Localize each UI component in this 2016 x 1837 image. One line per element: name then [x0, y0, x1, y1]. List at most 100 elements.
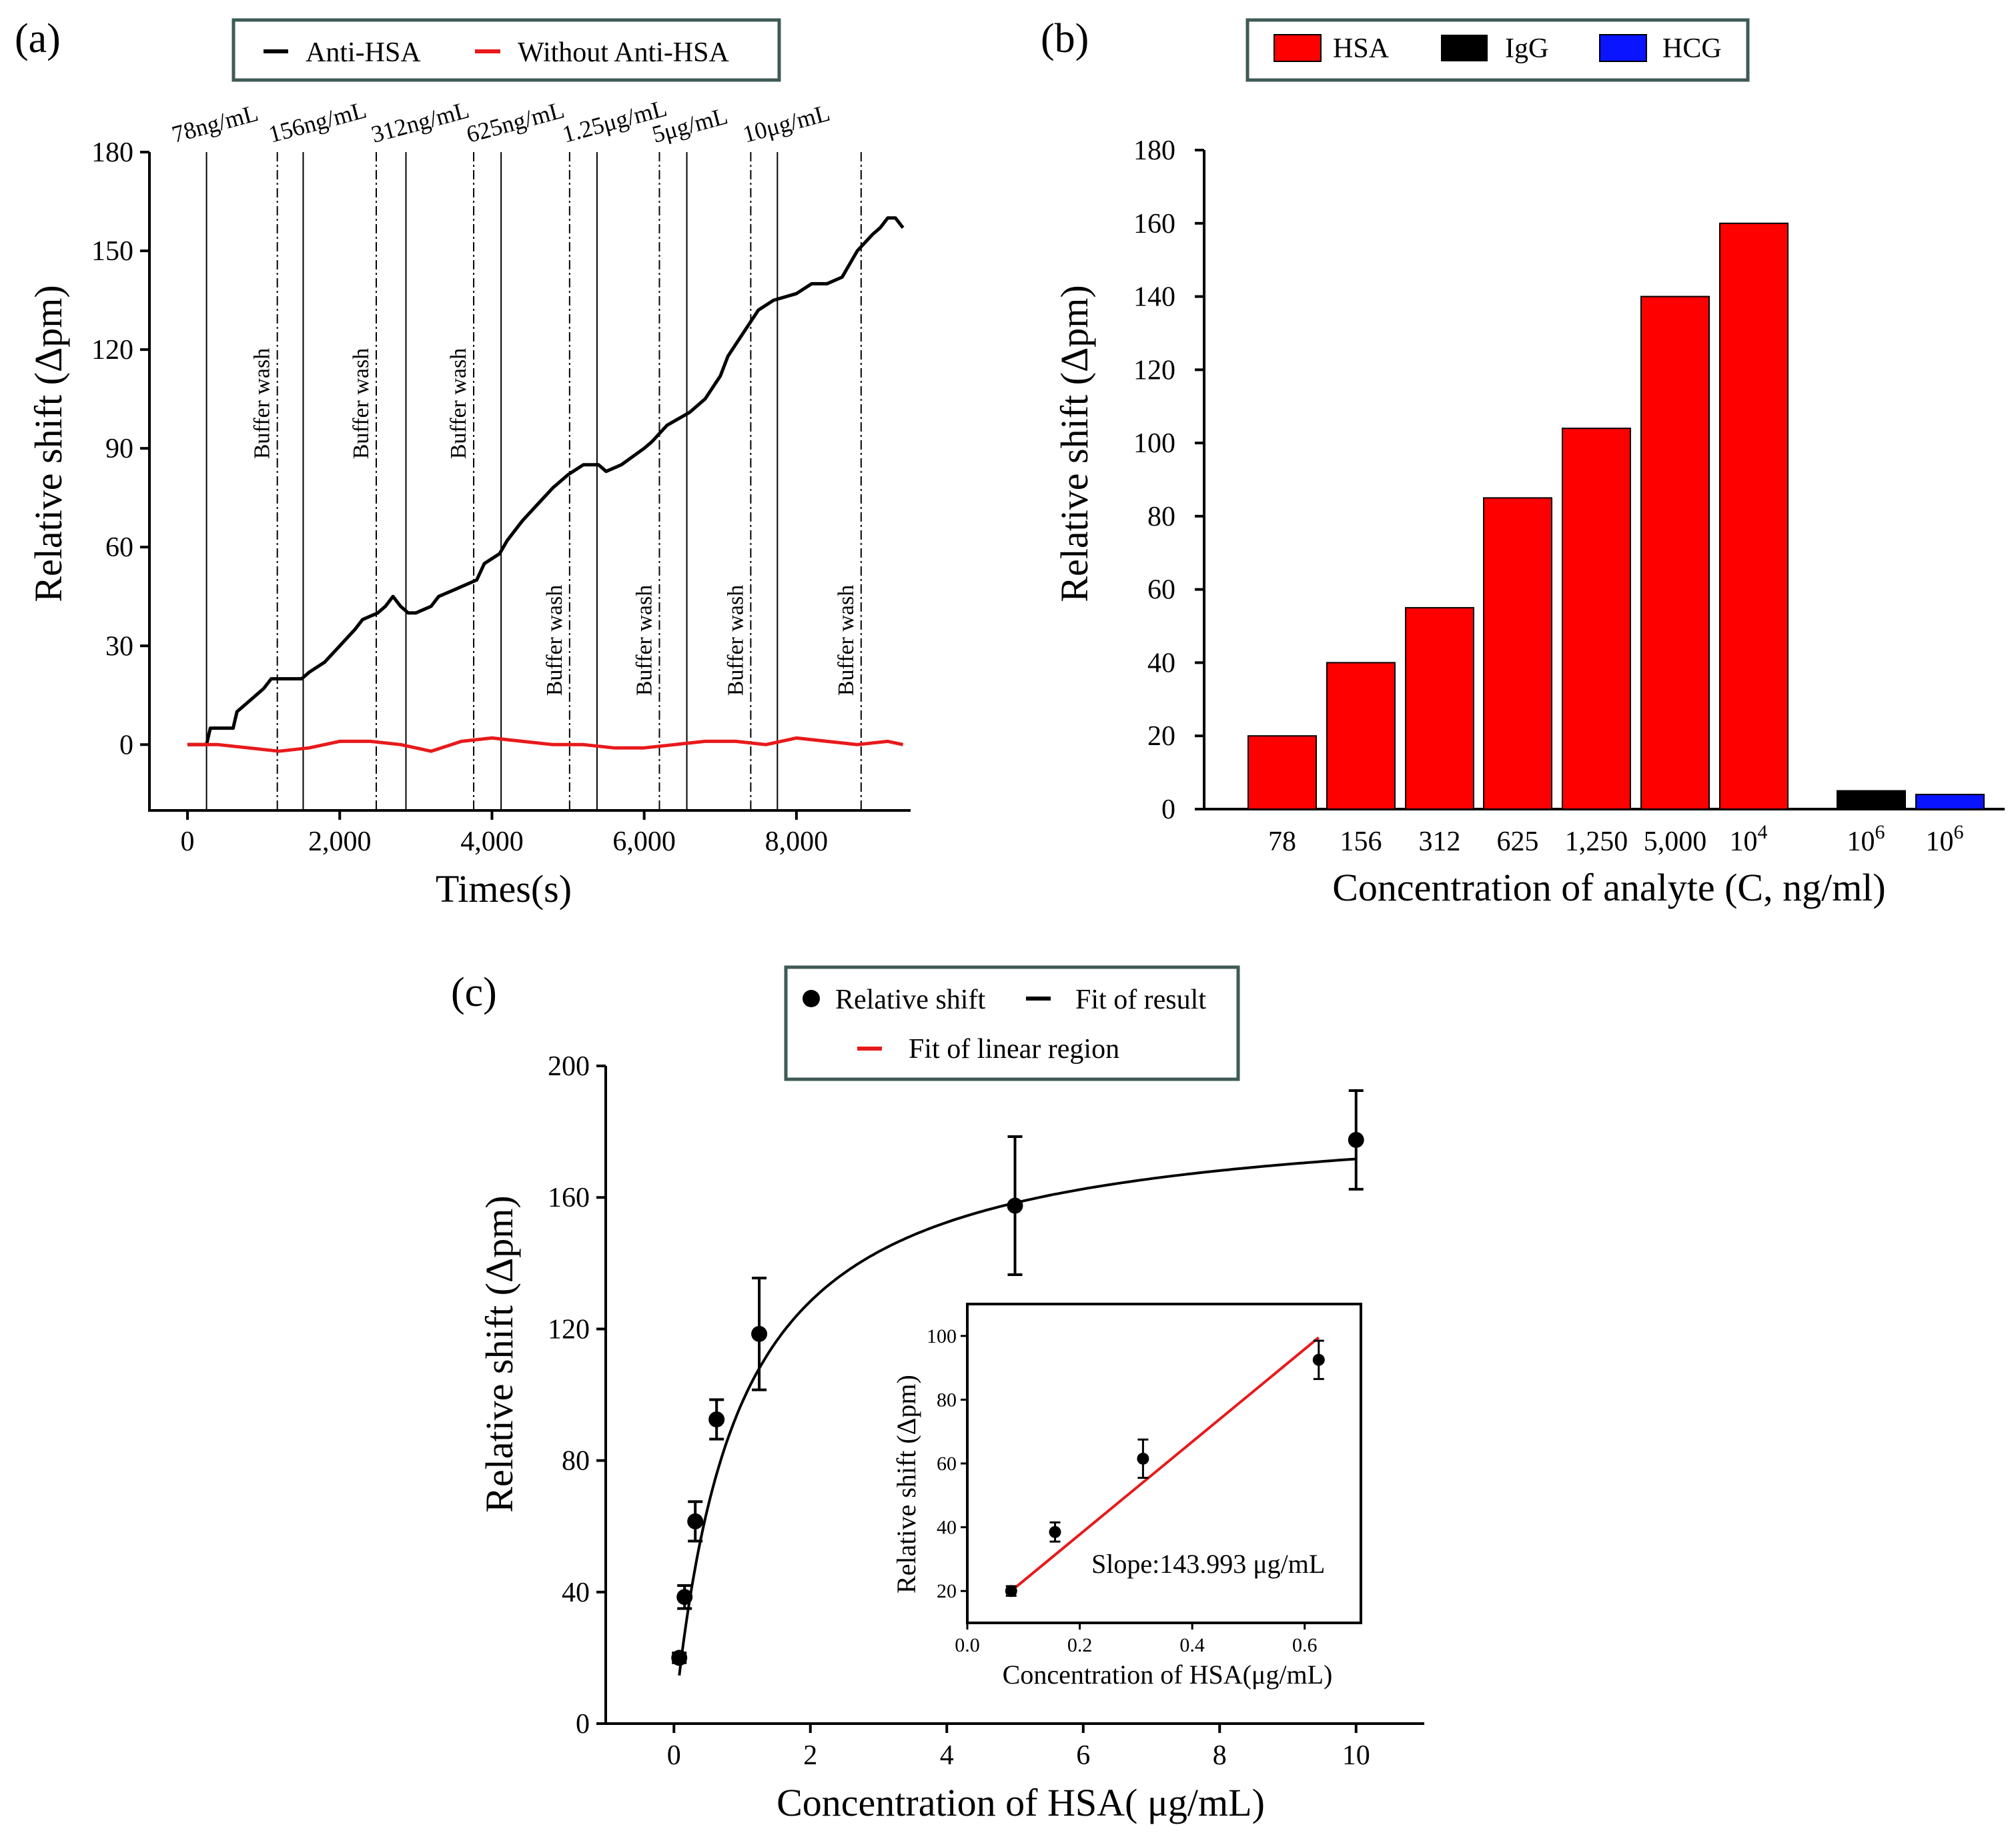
y-tick-label: 120: [1133, 355, 1175, 386]
x-tick-label: 8,000: [765, 826, 829, 857]
y-tick-label: 100: [1133, 428, 1175, 459]
inset-data-point: [1137, 1452, 1149, 1465]
panel-c-x-axis-title: Concentration of HSA( μg/mL): [777, 1781, 1265, 1824]
inset-x-tick-label: 0.0: [955, 1634, 980, 1656]
y-tick-label: 160: [548, 1183, 590, 1213]
x-tick-label: 106: [1847, 821, 1885, 857]
panel-b-y-axis-title: Relative shift (Δpm): [1053, 285, 1096, 602]
y-tick-label: 40: [562, 1578, 590, 1608]
injection-label: 312ng/mL: [368, 96, 472, 147]
x-tick-label-base: 10: [1847, 826, 1875, 857]
data-point: [676, 1589, 693, 1606]
bar-hsa: [1483, 497, 1552, 810]
bar-hsa: [1405, 607, 1474, 810]
inset-data-point: [1312, 1353, 1325, 1366]
injection-label: 625ng/mL: [464, 96, 567, 147]
x-tick-label: 2,000: [308, 826, 372, 857]
panel-c-legend-frame: [784, 965, 1240, 1081]
x-tick-label: 1,250: [1565, 826, 1628, 857]
y-tick-label: 160: [1133, 209, 1175, 239]
y-tick-label: 120: [548, 1314, 590, 1345]
data-point: [687, 1513, 704, 1529]
x-tick-label-base: 10: [1926, 826, 1954, 857]
data-point: [1007, 1197, 1023, 1214]
panel-a: (a) Anti-HSA Without Anti-HSA 78ng/mL 156…: [15, 16, 911, 910]
x-tick-label: 0: [667, 1740, 681, 1771]
data-point: [708, 1411, 725, 1427]
series-line-without-anti-hsa: [187, 736, 904, 753]
data-point: [751, 1325, 768, 1342]
bar-igg: [1837, 790, 1906, 810]
x-tick-label: 156: [1340, 826, 1382, 857]
y-tick-label: 120: [91, 335, 133, 366]
legend-label-hsa: HSA: [1333, 33, 1390, 64]
injection-label: 10μg/mL: [740, 99, 833, 148]
data-point: [1348, 1131, 1364, 1148]
legend-marker-relative-shift: [803, 990, 820, 1007]
panel-c-y-axis-title: Relative shift (Δpm): [478, 1195, 521, 1512]
inset-y-tick-label: 40: [937, 1517, 957, 1539]
x-tick-label: 104: [1730, 821, 1768, 857]
series-line-anti-hsa: [187, 216, 905, 746]
bar-hsa: [1640, 295, 1710, 810]
panel-a-y-axis-title: Relative shift (Δpm): [27, 285, 70, 602]
y-tick-label: 200: [548, 1051, 590, 1082]
x-tick-label-exponent: 6: [1875, 821, 1885, 843]
y-tick-label: 150: [91, 236, 133, 267]
panel-b-legend-frame: [1245, 18, 1750, 82]
legend-label-hcg: HCG: [1662, 33, 1722, 64]
inset-y-axis-title: Relative shift (Δpm): [891, 1375, 921, 1594]
x-tick-label-base: 10: [1730, 826, 1758, 857]
y-tick-label: 20: [1147, 721, 1175, 752]
legend-swatch-hsa: [1274, 34, 1322, 62]
y-tick-label: 0: [119, 730, 133, 760]
y-tick-label: 80: [562, 1446, 590, 1477]
inset-y-tick-label: 100: [927, 1325, 957, 1347]
x-tick-label: 6: [1076, 1740, 1090, 1771]
data-point: [671, 1650, 688, 1666]
x-tick-label: 312: [1419, 826, 1461, 857]
buffer-wash-label: Buffer wash: [723, 585, 748, 696]
y-tick-label: 40: [1147, 648, 1175, 678]
legend-label-without-anti-hsa: Without Anti-HSA: [518, 37, 729, 68]
x-tick-label: 8: [1213, 1740, 1227, 1771]
x-tick-label: 10: [1342, 1740, 1370, 1771]
x-tick-label-exponent: 6: [1954, 821, 1964, 843]
panel-b-x-axis-title: Concentration of analyte (C, ng/ml): [1332, 866, 1886, 909]
bar-hsa: [1562, 428, 1631, 810]
fit-of-result-curve: [678, 1157, 1356, 1676]
x-tick-label: 4: [940, 1740, 954, 1771]
inset-data-point: [1005, 1585, 1017, 1598]
panel-b-label: (b): [1041, 16, 1089, 61]
y-tick-label: 180: [1133, 135, 1175, 166]
inset-x-tick-label: 0.2: [1067, 1634, 1093, 1656]
buffer-wash-label: Buffer wash: [834, 585, 859, 696]
injection-label: 78ng/mL: [169, 99, 261, 148]
buffer-wash-label: Buffer wash: [349, 348, 374, 460]
inset-x-axis-title: Concentration of HSA(μg/mL): [1003, 1660, 1333, 1690]
panel-a-label: (a): [15, 16, 61, 61]
panel-c: (c) Relative shift Fit of result Fit of …: [451, 965, 1424, 1824]
buffer-wash-label: Buffer wash: [446, 348, 471, 460]
legend-label-relative-shift: Relative shift: [835, 985, 985, 1015]
x-tick-label: 4,000: [460, 826, 524, 857]
buffer-wash-label: Buffer wash: [632, 585, 656, 696]
x-tick-label: 5,000: [1644, 826, 1707, 857]
legend-swatch-igg: [1441, 35, 1488, 61]
x-tick-label-exponent: 4: [1758, 821, 1768, 843]
inset-annotation: Slope:143.993 μg/mL: [1091, 1549, 1325, 1579]
legend-label-igg: IgG: [1505, 33, 1548, 64]
bar-hsa: [1719, 222, 1789, 810]
legend-label-fit-of-result: Fit of result: [1075, 985, 1206, 1015]
panel-b: (b) HSA IgG HCG 78 156 312 625 1,250 5,000 104…: [1041, 16, 2005, 909]
y-tick-label: 0: [1161, 794, 1175, 825]
bar-hcg: [1915, 794, 1985, 810]
bar-hsa: [1326, 662, 1396, 810]
inset-x-tick-label: 0.4: [1179, 1634, 1205, 1656]
y-tick-label: 60: [1147, 575, 1175, 606]
panel-c-label: (c): [451, 970, 497, 1015]
fit-of-linear-region-line: [1010, 1336, 1320, 1592]
x-tick-label: 106: [1926, 821, 1964, 857]
inset-x-tick-label: 0.6: [1292, 1634, 1318, 1656]
